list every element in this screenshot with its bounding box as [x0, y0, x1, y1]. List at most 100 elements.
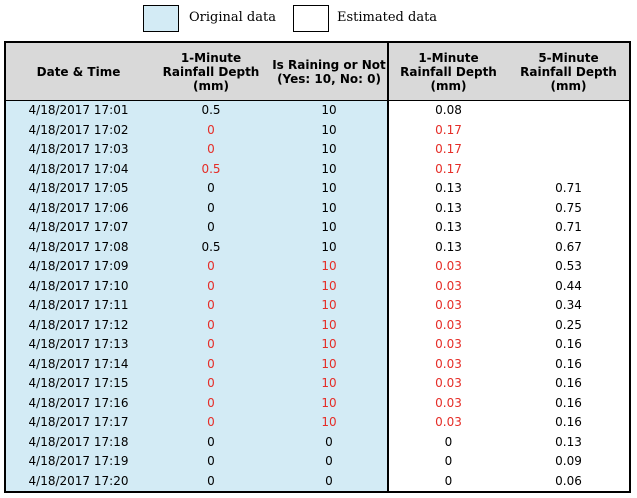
cell-datetime: 4/18/2017 17:04 [6, 159, 151, 179]
table-row: 4/18/2017 17:12 0 10 0.03 0.25 [6, 315, 629, 335]
table-body: 4/18/2017 17:01 0.5 10 0.08 4/18/2017 17:02 0… [6, 100, 629, 491]
cell-est1: 0.03 [388, 354, 508, 374]
cell-est1: 0.13 [388, 179, 508, 199]
cell-raining: 10 [271, 296, 389, 316]
cell-est5: 0.34 [508, 296, 629, 316]
cell-raining: 10 [271, 179, 389, 199]
rainfall-table: Date & Time 1-Minute Rainfall Depth (mm) I… [4, 41, 631, 493]
table-row: 4/18/2017 17:03 0 10 0.17 [6, 140, 629, 160]
cell-est1: 0.17 [388, 140, 508, 160]
table-row: 4/18/2017 17:15 0 10 0.03 0.16 [6, 374, 629, 394]
cell-datetime: 4/18/2017 17:01 [6, 100, 151, 121]
header-rain1: 1-Minute Rainfall Depth (mm) [151, 43, 271, 101]
cell-datetime: 4/18/2017 17:02 [6, 120, 151, 140]
table-row: 4/18/2017 17:04 0.5 10 0.17 [6, 159, 629, 179]
cell-raining: 10 [271, 276, 389, 296]
cell-est5: 0.53 [508, 257, 629, 277]
cell-rain1: 0 [151, 374, 271, 394]
table-row: 4/18/2017 17:19 0 0 0 0.09 [6, 452, 629, 472]
legend-original-swatch [143, 5, 179, 32]
cell-rain1: 0 [151, 218, 271, 238]
cell-est1: 0.13 [388, 237, 508, 257]
cell-rain1: 0.5 [151, 159, 271, 179]
cell-datetime: 4/18/2017 17:18 [6, 432, 151, 452]
table-row: 4/18/2017 17:11 0 10 0.03 0.34 [6, 296, 629, 316]
table-row: 4/18/2017 17:16 0 10 0.03 0.16 [6, 393, 629, 413]
cell-est1: 0.03 [388, 276, 508, 296]
cell-rain1: 0.5 [151, 237, 271, 257]
cell-est1: 0 [388, 471, 508, 491]
cell-raining: 10 [271, 413, 389, 433]
cell-raining: 10 [271, 140, 389, 160]
cell-est5: 0.06 [508, 471, 629, 491]
cell-est1: 0.03 [388, 413, 508, 433]
cell-rain1: 0 [151, 257, 271, 277]
cell-datetime: 4/18/2017 17:19 [6, 452, 151, 472]
cell-rain1: 0 [151, 432, 271, 452]
cell-rain1: 0 [151, 354, 271, 374]
cell-est1: 0.13 [388, 218, 508, 238]
cell-datetime: 4/18/2017 17:10 [6, 276, 151, 296]
cell-est1: 0.03 [388, 393, 508, 413]
cell-datetime: 4/18/2017 17:17 [6, 413, 151, 433]
header-est1: 1-Minute Rainfall Depth (mm) [388, 43, 508, 101]
cell-rain1: 0 [151, 276, 271, 296]
legend-original-label: Original data [189, 10, 276, 25]
cell-rain1: 0 [151, 296, 271, 316]
table-row: 4/18/2017 17:01 0.5 10 0.08 [6, 100, 629, 121]
table-row: 4/18/2017 17:17 0 10 0.03 0.16 [6, 413, 629, 433]
cell-raining: 10 [271, 354, 389, 374]
table-row: 4/18/2017 17:02 0 10 0.17 [6, 120, 629, 140]
cell-datetime: 4/18/2017 17:16 [6, 393, 151, 413]
cell-rain1: 0.5 [151, 100, 271, 121]
cell-raining: 10 [271, 218, 389, 238]
cell-est5: 0.13 [508, 432, 629, 452]
cell-datetime: 4/18/2017 17:08 [6, 237, 151, 257]
cell-est1: 0.03 [388, 335, 508, 355]
cell-rain1: 0 [151, 452, 271, 472]
cell-est1: 0.13 [388, 198, 508, 218]
cell-est5: 0.16 [508, 374, 629, 394]
cell-est5 [508, 140, 629, 160]
table-row: 4/18/2017 17:14 0 10 0.03 0.16 [6, 354, 629, 374]
cell-est5: 0.44 [508, 276, 629, 296]
cell-raining: 10 [271, 393, 389, 413]
cell-datetime: 4/18/2017 17:11 [6, 296, 151, 316]
cell-raining: 10 [271, 315, 389, 335]
cell-datetime: 4/18/2017 17:06 [6, 198, 151, 218]
cell-est1: 0.17 [388, 159, 508, 179]
cell-raining: 10 [271, 374, 389, 394]
table-row: 4/18/2017 17:06 0 10 0.13 0.75 [6, 198, 629, 218]
table-row: 4/18/2017 17:13 0 10 0.03 0.16 [6, 335, 629, 355]
cell-datetime: 4/18/2017 17:05 [6, 179, 151, 199]
table-row: 4/18/2017 17:07 0 10 0.13 0.71 [6, 218, 629, 238]
cell-raining: 10 [271, 335, 389, 355]
cell-est5: 0.71 [508, 179, 629, 199]
cell-datetime: 4/18/2017 17:15 [6, 374, 151, 394]
cell-rain1: 0 [151, 140, 271, 160]
table-row: 4/18/2017 17:09 0 10 0.03 0.53 [6, 257, 629, 277]
cell-est1: 0.03 [388, 257, 508, 277]
cell-est5 [508, 100, 629, 121]
cell-est5: 0.67 [508, 237, 629, 257]
legend-estimated-swatch [293, 5, 329, 32]
cell-est5 [508, 159, 629, 179]
cell-est5 [508, 120, 629, 140]
cell-est5: 0.16 [508, 393, 629, 413]
cell-est1: 0.03 [388, 374, 508, 394]
cell-rain1: 0 [151, 120, 271, 140]
cell-rain1: 0 [151, 413, 271, 433]
cell-raining: 10 [271, 159, 389, 179]
table-row: 4/18/2017 17:08 0.5 10 0.13 0.67 [6, 237, 629, 257]
cell-datetime: 4/18/2017 17:12 [6, 315, 151, 335]
cell-est5: 0.75 [508, 198, 629, 218]
cell-est5: 0.16 [508, 354, 629, 374]
table-row: 4/18/2017 17:18 0 0 0 0.13 [6, 432, 629, 452]
cell-est5: 0.16 [508, 335, 629, 355]
cell-raining: 0 [271, 452, 389, 472]
cell-rain1: 0 [151, 335, 271, 355]
cell-est5: 0.71 [508, 218, 629, 238]
table-row: 4/18/2017 17:05 0 10 0.13 0.71 [6, 179, 629, 199]
cell-rain1: 0 [151, 179, 271, 199]
header-row: Date & Time 1-Minute Rainfall Depth (mm) I… [6, 43, 629, 101]
